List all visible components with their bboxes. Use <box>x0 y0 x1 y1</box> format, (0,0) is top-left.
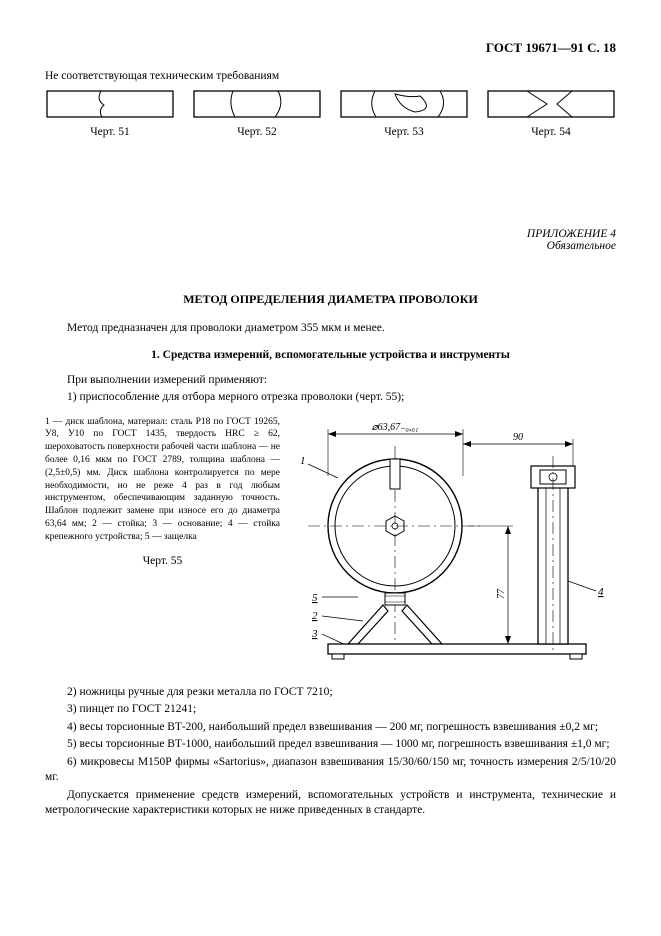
fig-53: Черт. 53 <box>339 90 469 138</box>
fig55-dim1: ⌀63,67₋₀,₀₁ <box>372 422 419 433</box>
figure-row: Черт. 51 Черт. 52 Черт. 53 <box>45 90 616 138</box>
tail-para: Допускается применение средств измерений… <box>45 788 616 819</box>
callout-4: 4 <box>598 586 604 598</box>
main-title: МЕТОД ОПРЕДЕЛЕНИЯ ДИАМЕТРА ПРОВОЛОКИ <box>45 292 616 307</box>
fig55-dim2: 90 <box>513 432 523 443</box>
fig55-dim3: 77 <box>496 588 507 599</box>
noncompliance-text: Не соответствующая техническим требовани… <box>45 70 616 82</box>
item5: 5) весы торсионные ВТ-1000, наибольший п… <box>45 737 616 753</box>
item6: 6) микровесы М150Р фирмы «Sartorius», ди… <box>45 755 616 786</box>
page-header: ГОСТ 19671—91 С. 18 <box>45 40 616 56</box>
callout-1: 1 <box>300 455 306 467</box>
appendix-sub: Обязательное <box>45 240 616 252</box>
item4: 4) весы торсионные ВТ-200, наибольший пр… <box>45 720 616 736</box>
appendix-block: ПРИЛОЖЕНИЕ 4 Обязательное <box>45 228 616 252</box>
fig-51: Черт. 51 <box>45 90 175 138</box>
intro-para: Метод предназначен для проволоки диаметр… <box>45 321 616 337</box>
callout-3: 3 <box>311 628 318 640</box>
sec1-title: 1. Средства измерений, вспомогательные у… <box>45 349 616 361</box>
fig-52-label: Черт. 52 <box>192 126 322 138</box>
fig-52: Черт. 52 <box>192 90 322 138</box>
fig-53-svg <box>340 90 468 118</box>
fig-54: Черт. 54 <box>486 90 616 138</box>
fig55-block: 1 — диск шаблона, материал: сталь Р18 по… <box>45 416 616 671</box>
fig55-label: Черт. 55 <box>45 554 280 570</box>
item2: 2) ножницы ручные для резки металла по Г… <box>45 685 616 701</box>
fig-52-svg <box>193 90 321 118</box>
callout-5: 5 <box>312 592 318 604</box>
item3: 3) пинцет по ГОСТ 21241; <box>45 702 616 718</box>
fig55-drawing: ⌀63,67₋₀,₀₁ 90 1 <box>288 416 616 671</box>
fig-54-svg <box>487 90 615 118</box>
fig55-legend: 1 — диск шаблона, материал: сталь Р18 по… <box>45 416 280 544</box>
appendix-title: ПРИЛОЖЕНИЕ 4 <box>45 228 616 240</box>
callout-2: 2 <box>312 610 318 622</box>
fig-53-label: Черт. 53 <box>339 126 469 138</box>
fig-54-label: Черт. 54 <box>486 126 616 138</box>
fig-51-label: Черт. 51 <box>45 126 175 138</box>
p-applied: При выполнении измерений применяют: <box>45 373 616 389</box>
fig-51-svg <box>46 90 174 118</box>
item1: 1) приспособление для отбора мерного отр… <box>45 390 616 406</box>
